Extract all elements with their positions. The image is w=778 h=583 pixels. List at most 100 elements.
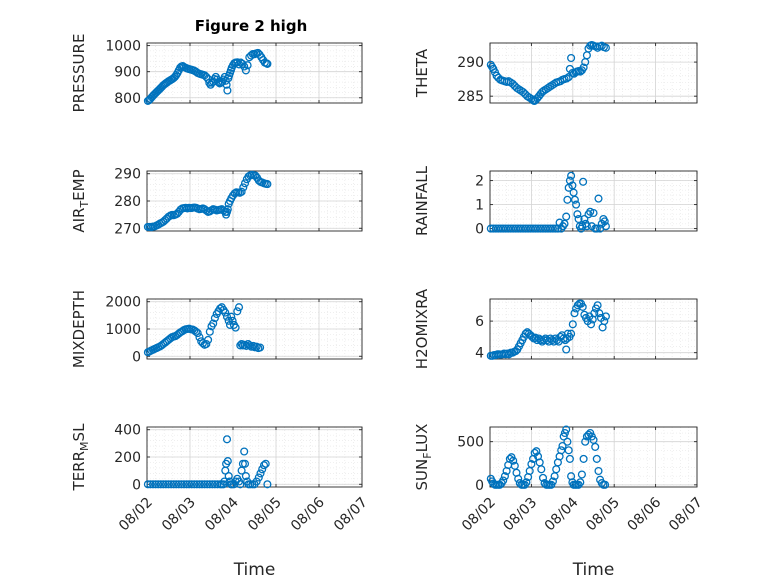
y-tick-label: 500 — [457, 435, 484, 451]
subplot-h2omixra: 4 6 H2OMIXRA — [413, 288, 698, 369]
data-point — [551, 224, 560, 233]
figure-title: Figure 2 high — [195, 17, 308, 35]
data-point — [256, 343, 265, 352]
y-axis-label: MIXDEPTH — [70, 290, 88, 368]
data-point — [154, 480, 163, 489]
data-point — [209, 319, 218, 328]
y-tick-label: 800 — [114, 91, 141, 107]
subplot-mixdepth: 0 1000 2000 MIXDEPTH — [70, 290, 363, 368]
data-point — [236, 341, 245, 350]
y-tick-label: 280 — [114, 194, 141, 210]
data-point — [577, 470, 586, 479]
data-point — [509, 456, 518, 465]
y-axis-label: TERRMSL — [70, 423, 91, 492]
data-point — [172, 480, 181, 489]
y-axis-label: RAINFALL — [413, 165, 431, 236]
data-point — [220, 72, 229, 81]
y-tick-label: 1000 — [105, 39, 141, 55]
data-point — [223, 86, 232, 95]
plot-area — [490, 171, 697, 231]
data-point — [192, 480, 201, 489]
y-tick-label: 0 — [132, 477, 141, 493]
y-tick-label: 2000 — [105, 295, 141, 311]
data-point — [579, 454, 588, 463]
data-point — [592, 454, 601, 463]
data-point — [594, 194, 603, 203]
data-point — [239, 183, 248, 192]
data-point — [241, 66, 250, 75]
data-point — [258, 465, 267, 474]
data-point — [195, 333, 204, 342]
data-point — [240, 459, 250, 468]
y-tick-label: 900 — [114, 65, 141, 81]
data-point — [169, 480, 178, 489]
axes-box — [489, 426, 698, 488]
y-axis-label: THETA — [413, 48, 431, 98]
data-point — [252, 342, 261, 351]
data-point — [521, 224, 530, 233]
data-point — [210, 314, 219, 323]
data-point — [565, 176, 574, 185]
data-point — [533, 224, 543, 233]
data-point — [506, 224, 515, 233]
data-point — [222, 312, 232, 321]
data-series — [486, 40, 610, 106]
data-point — [567, 329, 576, 338]
data-point — [563, 195, 572, 204]
data-point — [576, 478, 585, 487]
data-point — [224, 316, 233, 325]
subplot-rainfall: 0 1 2 RAINFALL — [413, 165, 698, 238]
data-point — [204, 335, 213, 344]
data-point — [190, 480, 199, 489]
data-point — [562, 74, 571, 83]
x-axis-label: Time — [572, 560, 615, 580]
data-series — [143, 303, 265, 357]
data-point — [567, 53, 576, 63]
data-point — [256, 469, 265, 478]
y-tick-label: 0 — [475, 478, 484, 494]
data-point — [580, 214, 589, 224]
data-point — [570, 195, 579, 204]
data-point — [531, 224, 540, 233]
y-axis-label: H2OMIXRA — [413, 288, 431, 369]
data-point — [601, 43, 610, 52]
data-point — [521, 329, 530, 338]
data-point — [591, 442, 600, 451]
plot-area — [490, 43, 697, 103]
data-point — [519, 88, 528, 97]
y-tick-label: 0 — [132, 349, 141, 365]
data-series — [486, 425, 610, 489]
plot-area — [490, 299, 697, 359]
subplot-air-temp: 270 280 290 AIRTEMP — [70, 167, 363, 237]
data-point — [223, 457, 232, 466]
y-tick-label: 400 — [114, 423, 141, 439]
data-point — [601, 222, 610, 231]
data-point — [143, 480, 152, 489]
data-point — [600, 317, 609, 326]
data-point — [191, 327, 201, 336]
data-point — [557, 446, 566, 455]
data-point — [508, 79, 517, 88]
y-tick-label: 285 — [457, 89, 484, 105]
y-tick-label: 290 — [114, 167, 141, 183]
data-point — [159, 480, 168, 489]
data-point — [558, 441, 567, 451]
data-series — [143, 48, 272, 105]
data-point — [205, 327, 214, 336]
data-point — [499, 224, 508, 233]
y-tick-label: 0 — [475, 222, 484, 238]
data-point — [572, 200, 581, 209]
data-point — [532, 447, 541, 456]
subplot-theta: 285 290 THETA — [413, 40, 698, 106]
y-axis-label: AIRTEMP — [70, 169, 91, 232]
data-point — [489, 224, 498, 233]
y-tick-label: 6 — [475, 314, 484, 330]
data-series — [486, 299, 610, 360]
data-point — [205, 78, 214, 87]
data-point — [234, 60, 244, 69]
data-point — [522, 478, 531, 487]
data-point — [222, 435, 232, 444]
data-point — [197, 480, 207, 489]
data-point — [208, 480, 217, 489]
